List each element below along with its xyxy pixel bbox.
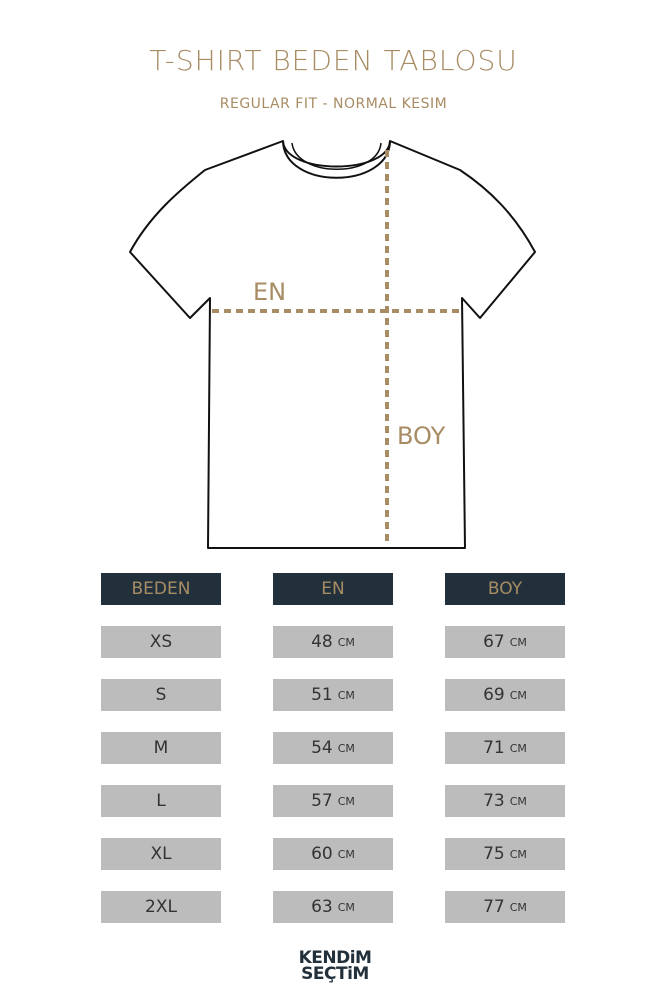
unit-label: CM (509, 900, 527, 914)
length-cell-value: 67 (483, 632, 505, 652)
width-cell-value: 48 (311, 632, 333, 652)
length-cell-value: 77 (483, 897, 505, 917)
header-width: EN (273, 573, 393, 605)
page-title: T-SHIRT BEDEN TABLOSU (149, 44, 518, 77)
width-cell: 57 CM (273, 785, 393, 817)
logo-line1: KENDiM (298, 948, 372, 968)
unit-label: CM (337, 741, 355, 755)
size-cell: S (101, 679, 221, 711)
length-cell: 71 CM (445, 732, 565, 764)
size-cell: 2XL (101, 891, 221, 923)
unit-label: CM (509, 635, 527, 649)
unit-label: CM (337, 900, 355, 914)
length-cell: 69 CM (445, 679, 565, 711)
width-cell-value: 57 (311, 791, 333, 811)
unit-label: CM (337, 635, 355, 649)
unit-label: CM (509, 688, 527, 702)
header-size: BEDEN (101, 573, 221, 605)
length-cell: 67 CM (445, 626, 565, 658)
width-cell-value: 63 (311, 897, 333, 917)
width-cell-value: 60 (311, 844, 333, 864)
size-cell-value: L (156, 791, 166, 811)
width-label: EN (253, 278, 287, 306)
unit-label: CM (509, 741, 527, 755)
logo-line2: SEÇTiM (301, 964, 369, 984)
size-cell: XS (101, 626, 221, 658)
length-cell: 75 CM (445, 838, 565, 870)
unit-label: CM (337, 688, 355, 702)
length-label: BOY (397, 422, 446, 450)
width-cell: 54 CM (273, 732, 393, 764)
width-cell: 51 CM (273, 679, 393, 711)
header-length: BOY (445, 573, 565, 605)
size-cell-value: S (155, 685, 167, 705)
unit-label: CM (509, 847, 527, 861)
size-cell: XL (101, 838, 221, 870)
size-cell: L (101, 785, 221, 817)
length-cell-value: 71 (483, 738, 505, 758)
width-cell: 48 CM (273, 626, 393, 658)
unit-label: CM (509, 794, 527, 808)
tshirt-outline (129, 140, 536, 549)
width-cell-value: 54 (311, 738, 333, 758)
size-cell-value: XL (150, 844, 172, 864)
width-cell-value: 51 (311, 685, 333, 705)
size-cell-value: M (153, 738, 169, 758)
brand-logo: KENDiM SEÇTiM (290, 948, 380, 984)
length-cell-value: 73 (483, 791, 505, 811)
size-cell-value: XS (149, 632, 173, 652)
size-cell-value: 2XL (145, 897, 177, 917)
width-cell: 60 CM (273, 838, 393, 870)
page-subtitle: REGULAR FIT - NORMAL KESIM (219, 96, 448, 112)
length-cell-value: 69 (483, 685, 505, 705)
length-cell: 73 CM (445, 785, 565, 817)
width-cell: 63 CM (273, 891, 393, 923)
unit-label: CM (337, 794, 355, 808)
tshirt-diagram (129, 140, 536, 549)
length-cell-value: 75 (483, 844, 505, 864)
length-cell: 77 CM (445, 891, 565, 923)
unit-label: CM (337, 847, 355, 861)
size-cell: M (101, 732, 221, 764)
